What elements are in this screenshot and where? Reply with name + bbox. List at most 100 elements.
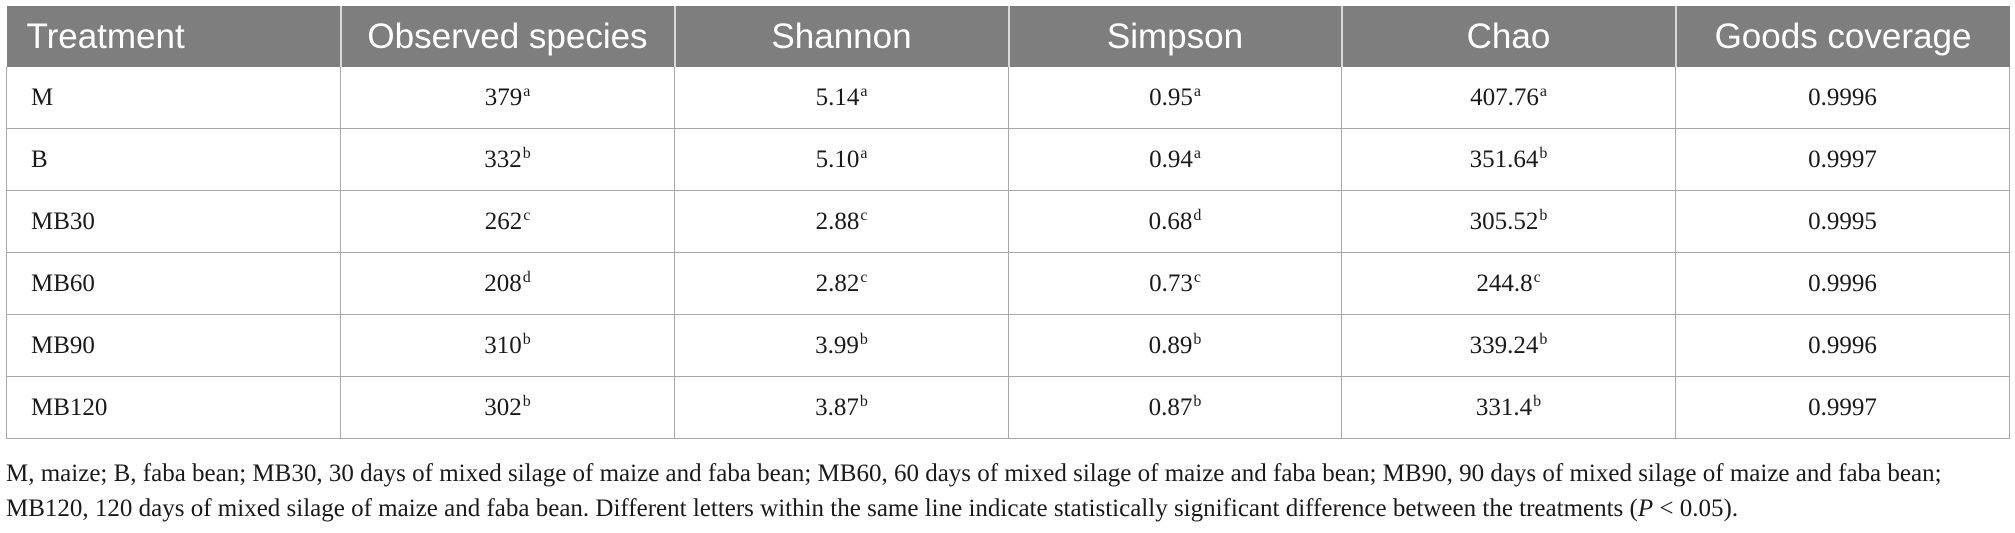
table-row: MB60 208d 2.82c 0.73c 244.8c 0.9996: [6, 252, 2010, 315]
footnote-p-condition: < 0.05).: [1653, 495, 1739, 522]
significance-letter: a: [860, 82, 868, 100]
header-simpson: Simpson: [1007, 6, 1342, 67]
footnote-text: M, maize; B, faba bean; MB30, 30 days of…: [6, 460, 1942, 522]
cell-value: 2.88: [815, 207, 860, 235]
cell-chao: 244.8c: [1341, 252, 1676, 315]
cell-simpson: 0.89b: [1008, 314, 1342, 377]
cell-chao: 407.76a: [1341, 67, 1676, 129]
cell-value: 3.99: [815, 331, 859, 359]
cell-treatment: MB120: [6, 376, 341, 439]
significance-letter: c: [860, 268, 868, 286]
cell-chao: 351.64b: [1341, 128, 1676, 191]
table-row: MB120 302b 3.87b 0.87b 331.4b 0.9997: [6, 376, 2010, 439]
cell-value: 305.52: [1469, 207, 1539, 235]
table-row: MB90 310b 3.99b 0.89b 339.24b 0.9996: [6, 314, 2010, 377]
cell-observed-species: 208d: [340, 252, 675, 315]
significance-letter: b: [1533, 392, 1542, 410]
cell-value: 379: [484, 83, 523, 111]
cell-value: 0.95: [1149, 83, 1193, 111]
cell-shannon: 2.88c: [674, 190, 1009, 253]
cell-value: 5.10: [815, 145, 860, 173]
cell-value: 0.94: [1149, 145, 1193, 173]
cell-value: 0.89: [1148, 331, 1193, 359]
cell-simpson: 0.87b: [1008, 376, 1342, 439]
significance-letter: d: [522, 268, 531, 286]
cell-value: 208: [484, 269, 522, 297]
header-goods-coverage: Goods coverage: [1674, 6, 2010, 67]
cell-value: 0.87: [1148, 393, 1193, 421]
cell-value: 5.14: [815, 83, 860, 111]
cell-chao: 305.52b: [1341, 190, 1676, 253]
significance-letter: a: [523, 82, 531, 100]
significance-letter: b: [522, 330, 531, 348]
cell-observed-species: 332b: [340, 128, 675, 191]
cell-shannon: 3.99b: [674, 314, 1009, 377]
significance-letter: b: [859, 392, 868, 410]
significance-letter: c: [523, 206, 531, 224]
cell-value: 0.68: [1148, 207, 1193, 235]
cell-goods-coverage: 0.9995: [1675, 190, 2010, 253]
cell-goods-coverage: 0.9997: [1675, 376, 2010, 439]
table-footnote: M, maize; B, faba bean; MB30, 30 days of…: [6, 456, 2009, 526]
significance-letter: a: [1539, 82, 1547, 100]
significance-letter: b: [1539, 330, 1548, 348]
cell-treatment: M: [6, 67, 341, 129]
cell-observed-species: 379a: [340, 67, 675, 129]
table-row: MB30 262c 2.88c 0.68d 305.52b 0.9995: [6, 190, 2010, 253]
cell-goods-coverage: 0.9996: [1675, 252, 2010, 315]
cell-value: 0.73: [1149, 269, 1193, 297]
cell-goods-coverage: 0.9996: [1675, 67, 2010, 129]
cell-observed-species: 262c: [340, 190, 675, 253]
significance-letter: a: [1193, 144, 1201, 162]
cell-chao: 339.24b: [1341, 314, 1676, 377]
cell-shannon: 3.87b: [674, 376, 1009, 439]
cell-value: 331.4: [1475, 393, 1533, 421]
header-row: Treatment Observed species Shannon Simps…: [6, 6, 2010, 67]
header-shannon: Shannon: [673, 6, 1009, 67]
cell-chao: 331.4b: [1341, 376, 1676, 439]
significance-letter: a: [860, 144, 868, 162]
cell-observed-species: 302b: [340, 376, 675, 439]
cell-treatment: MB60: [6, 252, 341, 315]
significance-letter: d: [1193, 206, 1202, 224]
cell-value: 244.8: [1476, 269, 1533, 297]
cell-value: 302: [484, 393, 522, 421]
cell-value: 262: [484, 207, 523, 235]
table-row: B 332b 5.10a 0.94a 351.64b 0.9997: [6, 128, 2010, 191]
cell-simpson: 0.68d: [1008, 190, 1342, 253]
cell-shannon: 5.10a: [674, 128, 1009, 191]
significance-letter: b: [522, 144, 531, 162]
significance-letter: b: [1193, 392, 1202, 410]
significance-letter: c: [1533, 268, 1541, 286]
cell-shannon: 2.82c: [674, 252, 1009, 315]
cell-simpson: 0.73c: [1008, 252, 1342, 315]
significance-letter: a: [1193, 82, 1201, 100]
cell-value: 2.82: [815, 269, 860, 297]
cell-value: 332: [484, 145, 522, 173]
cell-shannon: 5.14a: [674, 67, 1009, 129]
footnote-p-symbol: P: [1637, 495, 1654, 522]
cell-treatment: MB90: [6, 314, 341, 377]
cell-simpson: 0.95a: [1008, 67, 1342, 129]
cell-value: 407.76: [1470, 83, 1539, 111]
table-header: Treatment Observed species Shannon Simps…: [6, 6, 2010, 67]
table-body: M 379a 5.14a 0.95a 407.76a 0.9996 B 332b…: [6, 67, 2010, 439]
significance-letter: b: [522, 392, 531, 410]
significance-letter: c: [1193, 268, 1201, 286]
significance-letter: b: [1539, 144, 1548, 162]
cell-goods-coverage: 0.9997: [1675, 128, 2010, 191]
alpha-diversity-table: Treatment Observed species Shannon Simps…: [6, 6, 2010, 439]
cell-simpson: 0.94a: [1008, 128, 1342, 191]
significance-letter: c: [860, 206, 868, 224]
significance-letter: b: [1539, 206, 1548, 224]
cell-value: 339.24: [1469, 331, 1539, 359]
cell-treatment: B: [6, 128, 341, 191]
cell-value: 351.64: [1469, 145, 1539, 173]
header-treatment: Treatment: [6, 6, 341, 67]
header-observed-species: Observed species: [339, 6, 675, 67]
table-row: M 379a 5.14a 0.95a 407.76a 0.9996: [6, 67, 2010, 129]
cell-observed-species: 310b: [340, 314, 675, 377]
significance-letter: b: [1193, 330, 1202, 348]
cell-value: 3.87: [815, 393, 859, 421]
significance-letter: b: [859, 330, 868, 348]
